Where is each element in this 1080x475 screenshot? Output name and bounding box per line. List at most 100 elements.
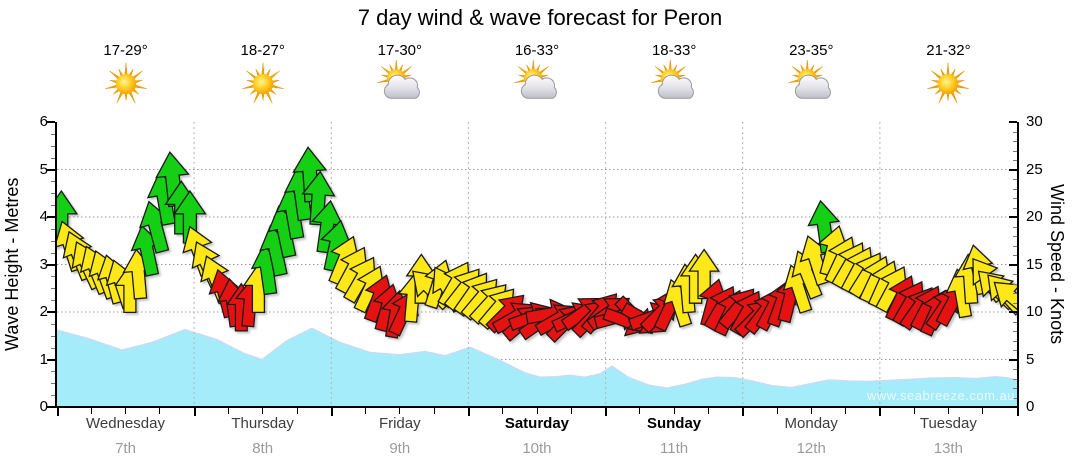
wind-axis-minor-tick <box>1013 274 1017 275</box>
wind-wave-plot <box>57 122 1017 407</box>
wind-axis-tick-label: 10 <box>1026 303 1043 320</box>
temperature-range-label: 21-32° <box>926 42 971 59</box>
sun-rays <box>241 62 284 104</box>
temperature-range-label: 23-35° <box>789 42 834 59</box>
sunny-icon <box>239 60 287 108</box>
wind-axis-minor-tick <box>1013 293 1017 294</box>
wind-axis-tick-label: 0 <box>1026 398 1035 415</box>
wind-axis-minor-tick <box>1013 369 1017 370</box>
y-axis-major-tick <box>47 121 55 123</box>
day-date-label: 12th <box>796 440 826 457</box>
sun-cloud-icon <box>376 58 424 108</box>
wind-axis-major-tick <box>1009 263 1017 266</box>
x-axis-minor-tick <box>536 408 538 414</box>
y-axis-major-tick <box>47 168 55 171</box>
y-axis-minor-tick <box>51 371 55 373</box>
sun-disc <box>115 73 136 95</box>
x-axis-minor-tick <box>810 408 812 414</box>
wind-axis-minor-tick <box>1013 207 1017 209</box>
wave-axis-tick-label: 3 <box>39 255 48 273</box>
sun-disc <box>938 73 959 95</box>
y-axis-major-tick <box>47 406 55 408</box>
x-axis-minor-tick <box>159 408 161 414</box>
temperature-range-label: 17-29° <box>103 42 148 59</box>
sunny-icon <box>102 60 150 108</box>
x-axis-minor-tick <box>982 408 984 414</box>
x-axis-major-tick <box>467 408 470 416</box>
x-axis-major-tick <box>605 408 608 416</box>
x-axis-minor-tick <box>502 408 504 414</box>
wind-arrow <box>688 248 721 300</box>
wind-axis-minor-tick <box>1013 350 1017 351</box>
x-axis-minor-tick <box>365 408 367 414</box>
y-axis-minor-tick <box>51 240 55 242</box>
wind-axis-tick-label: 5 <box>1026 350 1035 368</box>
wind-axis-minor-tick <box>1013 283 1017 285</box>
x-axis-major-tick <box>879 408 882 416</box>
cloud-shape <box>795 74 832 99</box>
y-axis-minor-tick <box>51 228 55 230</box>
x-axis-minor-tick <box>673 408 675 414</box>
cloud-shape <box>520 74 557 99</box>
x-axis-minor-tick <box>125 408 127 414</box>
y-axis-major-tick <box>47 311 55 313</box>
x-axis-minor-tick <box>262 408 264 414</box>
wind-arrow <box>993 281 1017 319</box>
x-axis-minor-tick <box>90 408 92 414</box>
wind-axis-major-tick <box>1009 216 1017 218</box>
wind-axis-minor-tick <box>1013 150 1017 152</box>
x-axis-minor-tick <box>433 408 435 414</box>
x-axis-minor-tick <box>845 408 847 414</box>
wind-axis-minor-tick <box>1013 388 1017 389</box>
wind-axis-minor-tick <box>1013 226 1017 228</box>
x-axis-major-tick <box>742 408 745 416</box>
wind-axis-minor-tick <box>1013 397 1017 399</box>
y-axis-minor-tick <box>51 181 55 183</box>
x-axis-minor-tick <box>913 408 915 414</box>
wind-axis-minor-tick <box>1013 331 1017 332</box>
sun-cloud-icon <box>513 58 561 108</box>
x-axis-minor-tick <box>707 408 709 414</box>
sun-rays <box>927 62 970 104</box>
y-axis-minor-tick <box>51 157 55 159</box>
day-name-label: Wednesday <box>86 415 165 432</box>
right-axis-line <box>1017 122 1019 407</box>
wind-axis-major-tick <box>1009 311 1017 313</box>
wind-axis-minor-tick <box>1013 179 1017 180</box>
wind-axis-tick-label: 25 <box>1026 160 1043 178</box>
left-axis-line <box>55 122 57 407</box>
x-axis-major-tick <box>56 408 59 416</box>
wind-axis-major-tick <box>1009 406 1017 408</box>
y-axis-minor-tick <box>51 300 55 302</box>
day-name-label: Monday <box>784 415 838 432</box>
temperature-range-label: 18-33° <box>651 42 697 59</box>
y-axis-minor-tick <box>51 276 55 278</box>
x-axis-major-tick <box>1016 408 1019 416</box>
wind-axis-minor-tick <box>1013 245 1017 247</box>
y-axis-minor-tick <box>51 252 55 254</box>
day-date-label: 10th <box>522 440 552 457</box>
y-axis-minor-tick <box>51 288 55 290</box>
x-axis-minor-tick <box>947 408 949 414</box>
y-axis-minor-tick <box>51 145 55 147</box>
sun-rays <box>104 62 147 104</box>
day-name-label: Tuesday <box>919 415 977 432</box>
wind-axis-minor-tick <box>1013 302 1017 304</box>
x-axis-major-tick <box>330 408 333 416</box>
wave-axis-tick-label: 0 <box>39 398 48 415</box>
day-date-label: 7th <box>115 440 136 457</box>
y-axis-minor-tick <box>51 193 55 195</box>
bottom-axis-line <box>55 406 1019 408</box>
temperature-range-label: 16-33° <box>514 42 560 59</box>
wave-axis-tick-label: 2 <box>39 303 48 320</box>
wind-axis-major-tick <box>1009 168 1017 171</box>
day-date-label: 8th <box>252 440 274 457</box>
wind-axis-tick-label: 20 <box>1026 208 1043 225</box>
x-axis-minor-tick <box>227 408 229 414</box>
x-axis-minor-tick <box>399 408 401 414</box>
y-axis-minor-tick <box>51 347 55 349</box>
wind-axis-tick-label: 15 <box>1026 255 1043 273</box>
wave-axis-tick-label: 4 <box>39 208 48 225</box>
x-axis-minor-tick <box>776 408 778 414</box>
